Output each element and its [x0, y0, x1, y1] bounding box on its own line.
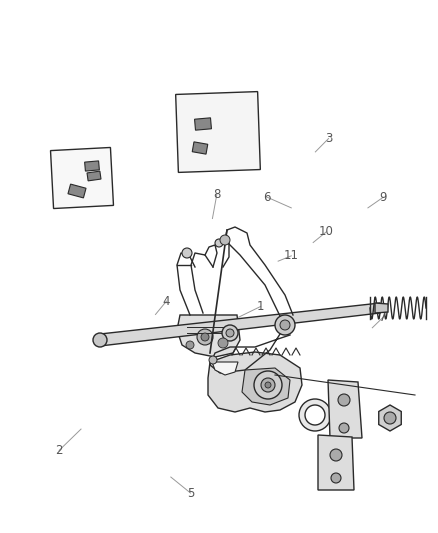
Text: 7: 7: [379, 311, 387, 324]
Circle shape: [220, 235, 230, 245]
Circle shape: [331, 473, 341, 483]
Polygon shape: [85, 161, 99, 171]
Circle shape: [201, 333, 209, 341]
Circle shape: [339, 423, 349, 433]
Circle shape: [275, 315, 295, 335]
Polygon shape: [212, 362, 238, 375]
Text: 1: 1: [257, 300, 265, 313]
Circle shape: [299, 399, 331, 431]
Text: 8: 8: [213, 188, 220, 201]
Polygon shape: [242, 368, 290, 405]
Text: 3: 3: [325, 132, 332, 145]
Circle shape: [218, 338, 228, 348]
Text: 9: 9: [379, 191, 387, 204]
Circle shape: [93, 333, 107, 347]
Circle shape: [330, 449, 342, 461]
Polygon shape: [100, 303, 380, 346]
Polygon shape: [318, 435, 354, 490]
Text: 6: 6: [263, 191, 271, 204]
Polygon shape: [50, 148, 113, 208]
Polygon shape: [375, 303, 388, 313]
Polygon shape: [87, 171, 101, 181]
Circle shape: [384, 412, 396, 424]
Text: 4: 4: [162, 295, 170, 308]
Circle shape: [186, 341, 194, 349]
Circle shape: [265, 382, 271, 388]
Circle shape: [280, 320, 290, 330]
Circle shape: [197, 329, 213, 345]
Text: 11: 11: [284, 249, 299, 262]
Circle shape: [182, 248, 192, 258]
Polygon shape: [176, 92, 260, 172]
Polygon shape: [328, 380, 362, 438]
Polygon shape: [194, 118, 212, 130]
Circle shape: [222, 325, 238, 341]
Text: 5: 5: [187, 487, 194, 499]
Circle shape: [261, 378, 275, 392]
Text: 10: 10: [319, 225, 334, 238]
Text: 2: 2: [55, 444, 63, 457]
Circle shape: [338, 394, 350, 406]
Polygon shape: [379, 405, 401, 431]
Polygon shape: [208, 352, 302, 412]
Polygon shape: [177, 315, 240, 357]
Circle shape: [254, 371, 282, 399]
Circle shape: [215, 239, 223, 247]
Circle shape: [226, 329, 234, 337]
Circle shape: [305, 405, 325, 425]
Polygon shape: [68, 184, 86, 198]
Circle shape: [209, 356, 217, 364]
Polygon shape: [192, 142, 208, 154]
